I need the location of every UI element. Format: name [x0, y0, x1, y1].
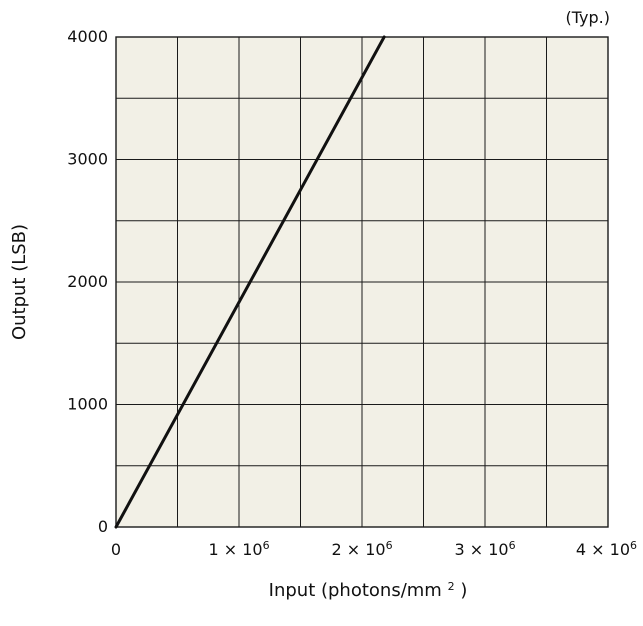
- y-tick-labels: 0 1000 2000 3000 4000: [67, 27, 108, 536]
- y-tick-label: 2000: [67, 272, 108, 291]
- y-tick-label: 4000: [67, 27, 108, 46]
- x-axis-title-superscript: 2: [448, 580, 455, 593]
- x-tick-label: 2 × 106: [331, 539, 392, 560]
- y-tick-label: 1000: [67, 395, 108, 414]
- y-tick-label: 3000: [67, 150, 108, 169]
- x-axis-title: Input (photons/mm 2 ): [269, 580, 468, 602]
- x-axis-title-suffix: ): [460, 580, 467, 601]
- x-tick-label: 0: [111, 540, 121, 559]
- y-tick-label: 0: [98, 517, 108, 536]
- y-axis-title: Output (LSB): [9, 224, 30, 340]
- x-tick-label: 1 × 106: [208, 539, 269, 560]
- x-tick-label: 4 × 106: [576, 539, 637, 560]
- chart-annotation: (Typ.): [566, 8, 610, 27]
- x-axis-title-prefix: Input (photons/mm: [269, 580, 442, 601]
- x-tick-label: 3 × 106: [454, 539, 515, 560]
- x-tick-labels: 0 1 × 106 2 × 106 3 × 106 4 × 106: [111, 539, 637, 560]
